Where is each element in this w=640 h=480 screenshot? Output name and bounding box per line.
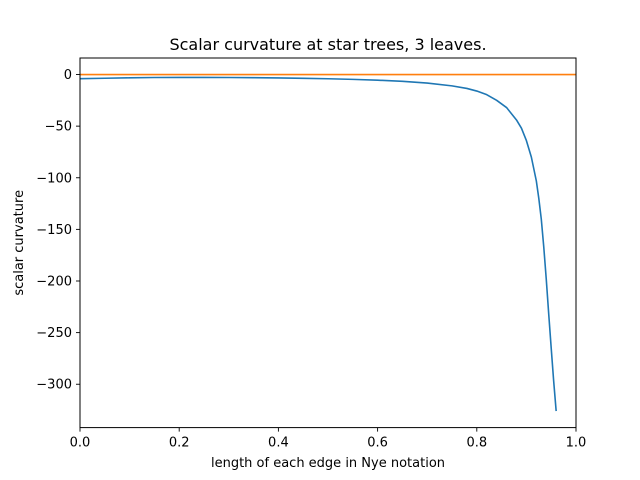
plot-area bbox=[80, 58, 576, 428]
series-line-1 bbox=[79, 76, 557, 412]
plot-frame bbox=[79, 57, 577, 429]
y-tick-label: −150 bbox=[36, 223, 72, 238]
chart-title: Scalar curvature at star trees, 3 leaves… bbox=[169, 35, 486, 54]
y-tick-label: −100 bbox=[36, 171, 72, 186]
x-axis-label: length of each edge in Nye notation bbox=[211, 456, 445, 471]
y-tick-label: −250 bbox=[36, 326, 72, 341]
x-axis: 0.0 0.2 0.4 0.6 0.8 1.0 bbox=[70, 427, 587, 451]
x-tick-label: 0.8 bbox=[466, 436, 487, 451]
series-layer bbox=[79, 73, 576, 412]
y-axis: 0 −50 −100 −150 −200 −250 −300 bbox=[36, 68, 80, 393]
y-tick-label: −200 bbox=[36, 274, 72, 289]
y-tick-label: −300 bbox=[36, 378, 72, 393]
y-tick-label: −50 bbox=[45, 120, 72, 135]
y-tick-label: 0 bbox=[64, 68, 72, 83]
x-tick-label: 1.0 bbox=[566, 436, 587, 451]
x-tick-label: 0.6 bbox=[367, 436, 388, 451]
x-tick-label: 0.4 bbox=[268, 436, 289, 451]
x-tick-label: 0.2 bbox=[169, 436, 190, 451]
x-tick-label: 0.0 bbox=[70, 436, 91, 451]
y-axis-label: scalar curvature bbox=[12, 190, 27, 296]
